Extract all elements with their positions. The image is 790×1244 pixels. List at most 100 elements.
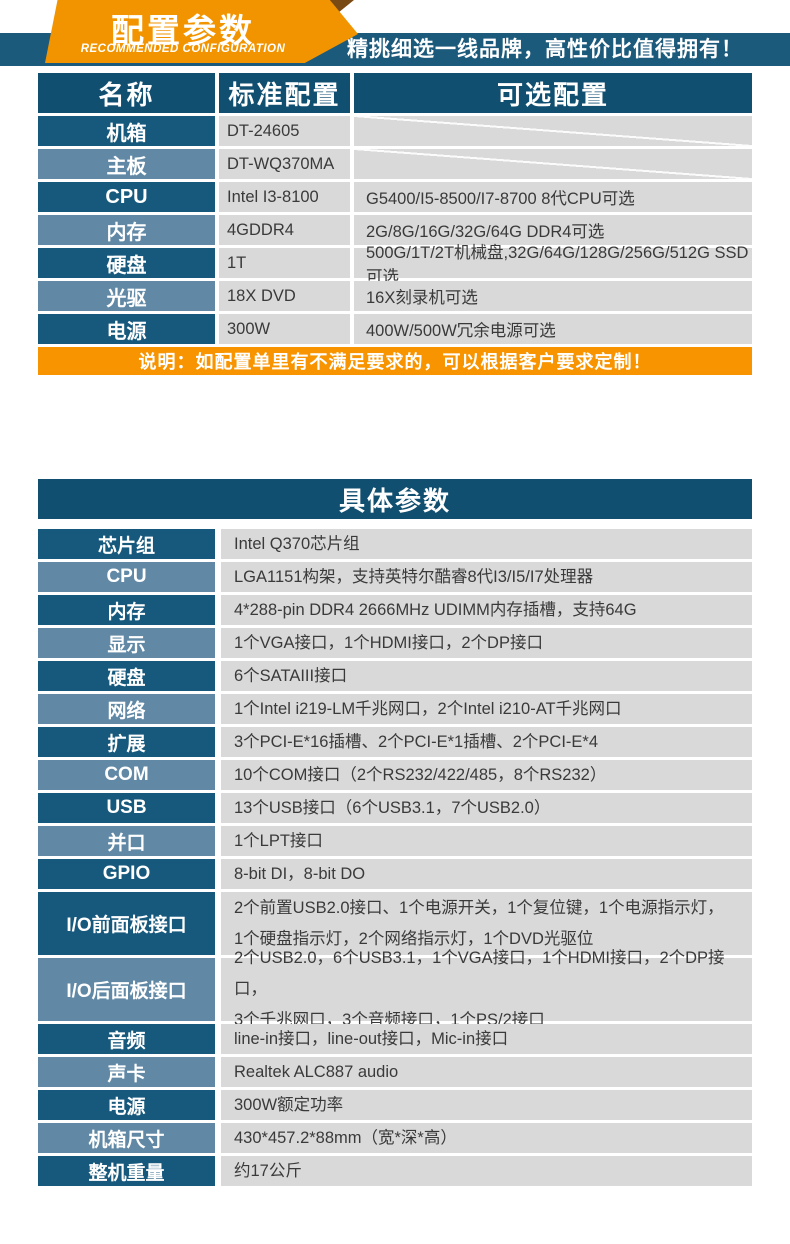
spec-row-chassis-size: 机箱尺寸 430*457.2*88mm（宽*深*高） [38,1123,752,1153]
spec-row-chipset: 芯片组 Intel Q370芯片组 [38,529,752,559]
col-header-optional: 可选配置 [354,73,752,113]
spec-label: 音频 [38,1024,215,1054]
spec-label: I/O后面板接口 [38,958,215,1021]
config-row-motherboard: 主板 DT-WQ370MA [38,149,752,179]
spec-row-parallel-port: 并口 1个LPT接口 [38,826,752,856]
standard-value: Intel I3-8100 [219,182,350,212]
config-row-harddisk: 硬盘 1T 500G/1T/2T机械盘,32G/64G/128G/256G/51… [38,244,752,286]
spec-value: 2个USB2.0，6个USB3.1，1个VGA接口，1个HDMI接口，2个DP接… [221,949,752,1029]
spec-row-usb: USB 13个USB接口（6个USB3.1，7个USB2.0） [38,793,752,823]
spec-value: Intel Q370芯片组 [221,529,752,559]
spec-table-rows: 芯片组 Intel Q370芯片组 CPU LGA1151构架，支持英特尔酷睿8… [38,529,752,1186]
spec-label: 扩展 [38,727,215,757]
optional-value: G5400/I5-8500/I7-8700 8代CPU可选 [354,182,752,212]
spec-table: 具体参数 芯片组 Intel Q370芯片组 CPU LGA1151构架，支持英… [38,479,752,1186]
spec-label: 芯片组 [38,529,215,559]
spec-value: 1个VGA接口，1个HDMI接口，2个DP接口 [221,628,752,658]
spec-value: 1个LPT接口 [221,826,752,856]
spec-row-sound-card: 声卡 Realtek ALC887 audio [38,1057,752,1087]
banner-text: 精挑细选一线品牌，高性价比值得拥有！ [347,38,743,61]
row-label: 主板 [38,149,215,179]
spec-value: 6个SATAIII接口 [221,661,752,691]
spec-label: CPU [38,562,215,592]
spec-label: 内存 [38,595,215,625]
spec-label: 整机重量 [38,1156,215,1186]
row-label: 光驱 [38,281,215,311]
spec-row-expansion: 扩展 3个PCI-E*16插槽、2个PCI-E*1插槽、2个PCI-E*4 [38,727,752,757]
spec-value: 1个Intel i219-LM千兆网口，2个Intel i210-AT千兆网口 [221,694,752,724]
spec-value-line: 1个Intel i219-LM千兆网口，2个Intel i210-AT千兆网口 [234,700,622,718]
spec-value: 300W额定功率 [221,1090,752,1120]
spec-row-harddisk: 硬盘 6个SATAIII接口 [38,661,752,691]
optional-value: 500G/1T/2T机械盘,32G/64G/128G/256G/512G SSD… [354,244,752,286]
col-header-name: 名称 [38,73,215,113]
config-row-optical-drive: 光驱 18X DVD 16X刻录机可选 [38,281,752,311]
row-label: 硬盘 [38,248,215,278]
config-row-cpu: CPU Intel I3-8100 G5400/I5-8500/I7-8700 … [38,182,752,212]
spec-value: 4*288-pin DDR4 2666MHz UDIMM内存插槽，支持64G [221,595,752,625]
config-row-power: 电源 300W 400W/500W冗余电源可选 [38,314,752,344]
standard-value: DT-24605 [219,116,350,146]
spec-value-line: 1个VGA接口，1个HDMI接口，2个DP接口 [234,634,543,652]
spec-label: I/O前面板接口 [38,892,215,955]
spec-row-memory: 内存 4*288-pin DDR4 2666MHz UDIMM内存插槽，支持64… [38,595,752,625]
spec-value: 430*457.2*88mm（宽*深*高） [221,1123,752,1153]
spec-value: 2个前置USB2.0接口、1个电源开关，1个复位键，1个电源指示灯， 1个硬盘指… [221,892,752,955]
spec-row-audio: 音频 line-in接口，line-out接口，Mic-in接口 [38,1024,752,1054]
optional-value: 16X刻录机可选 [354,281,752,311]
spec-value-line: 4*288-pin DDR4 2666MHz UDIMM内存插槽，支持64G [234,601,637,619]
spec-table-title: 具体参数 [38,479,752,519]
spec-label: 声卡 [38,1057,215,1087]
standard-value: 4GDDR4 [219,215,350,245]
spec-label: 显示 [38,628,215,658]
badge-subtitle: RECOMMENDED CONFIGURATION [80,43,286,55]
standard-value: 1T [219,248,350,278]
spec-row-total-weight: 整机重量 约17公斤 [38,1156,752,1186]
spec-value: line-in接口，line-out接口，Mic-in接口 [221,1024,752,1054]
config-row-chassis: 机箱 DT-24605 [38,116,752,146]
spec-row-com: COM 10个COM接口（2个RS232/422/485，8个RS232） [38,760,752,790]
spec-value-line: Intel Q370芯片组 [234,535,360,553]
spec-value-line: 8-bit DI，8-bit DO [234,865,366,883]
spec-value: 13个USB接口（6个USB3.1，7个USB2.0） [221,793,752,823]
page-header: 配置参数 RECOMMENDED CONFIGURATION 精挑细选一线品牌，… [0,0,790,66]
spec-value-line: 1个LPT接口 [234,832,323,850]
config-row-memory: 内存 4GDDR4 2G/8G/16G/32G/64G DDR4可选 [38,215,752,245]
spec-label: COM [38,760,215,790]
spec-value: 10个COM接口（2个RS232/422/485，8个RS232） [221,760,752,790]
spec-value-line: line-in接口，line-out接口，Mic-in接口 [234,1030,509,1048]
row-label: 电源 [38,314,215,344]
config-note-bar: 说明：如配置单里有不满足要求的，可以根据客户要求定制！ [38,347,752,375]
spec-value-line: 300W额定功率 [234,1096,344,1114]
spec-value: 约17公斤 [221,1156,752,1186]
brand-badge [45,0,358,63]
spec-row-rear-panel-io: I/O后面板接口 2个USB2.0，6个USB3.1，1个VGA接口，1个HDM… [38,949,752,1029]
spec-label: GPIO [38,859,215,889]
spec-value-line: 约17公斤 [234,1162,302,1180]
spec-value-line: 6个SATAIII接口 [234,667,348,685]
spec-label: 并口 [38,826,215,856]
spec-value-line: 1个硬盘指示灯，2个网络指示灯，1个DVD光驱位 [234,929,594,948]
col-header-standard: 标准配置 [219,73,350,113]
spec-value-line: 430*457.2*88mm（宽*深*高） [234,1129,457,1147]
spec-label: 硬盘 [38,661,215,691]
spec-row-front-panel-io: I/O前面板接口 2个前置USB2.0接口、1个电源开关，1个复位键，1个电源指… [38,892,752,955]
standard-value: DT-WQ370MA [219,149,350,179]
spec-value-line: Realtek ALC887 audio [234,1063,399,1081]
spec-value-line: 2个USB2.0，6个USB3.1，1个VGA接口，1个HDMI接口，2个DP接… [234,949,725,998]
spec-value: LGA1151构架，支持英特尔酷睿8代I3/I5/I7处理器 [221,562,752,592]
row-label: 内存 [38,215,215,245]
spec-value-line: 10个COM接口（2个RS232/422/485，8个RS232） [234,766,607,784]
spec-row-power: 电源 300W额定功率 [38,1090,752,1120]
badge-title: 配置参数 [111,12,255,49]
spec-value: 8-bit DI，8-bit DO [221,859,752,889]
row-label: 机箱 [38,116,215,146]
optional-value: 400W/500W冗余电源可选 [354,314,752,344]
spec-row-network: 网络 1个Intel i219-LM千兆网口，2个Intel i210-AT千兆… [38,694,752,724]
spec-value: 3个PCI-E*16插槽、2个PCI-E*1插槽、2个PCI-E*4 [221,727,752,757]
spec-row-display: 显示 1个VGA接口，1个HDMI接口，2个DP接口 [38,628,752,658]
spec-value: Realtek ALC887 audio [221,1057,752,1087]
optional-value-empty [354,116,752,146]
spec-value-line: 13个USB接口（6个USB3.1，7个USB2.0） [234,799,551,817]
